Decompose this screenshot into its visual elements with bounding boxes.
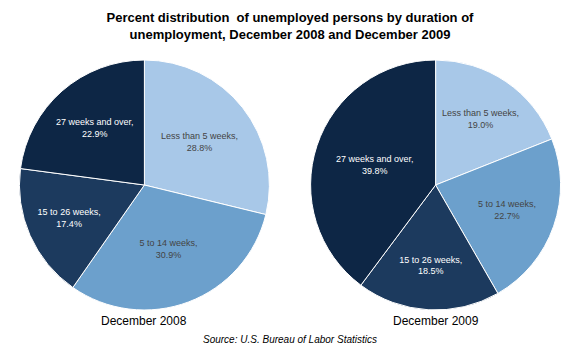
svg-text:Source: U.S. Bureau of Labor S: Source: U.S. Bureau of Labor Statistics [203, 334, 377, 345]
svg-text:27 weeks and over,22.9%: 27 weeks and over,22.9% [56, 117, 134, 139]
svg-text:December 2008: December 2008 [101, 314, 187, 328]
svg-text:27 weeks and over,39.8%: 27 weeks and over,39.8% [336, 154, 414, 176]
svg-text:5 to 14 weeks,22.7%: 5 to 14 weeks,22.7% [478, 199, 536, 221]
svg-text:Less than 5 weeks,28.8%: Less than 5 weeks,28.8% [161, 131, 238, 153]
svg-text:15 to 26 weeks,17.4%: 15 to 26 weeks,17.4% [38, 207, 101, 229]
svg-text:5 to 14 weeks,30.9%: 5 to 14 weeks,30.9% [140, 238, 198, 260]
svg-text:15 to 26 weeks,18.5%: 15 to 26 weeks,18.5% [399, 255, 462, 277]
svg-text:December 2009: December 2009 [393, 314, 479, 328]
svg-text:Less than 5 weeks,19.0%: Less than 5 weeks,19.0% [442, 108, 519, 130]
svg-text:Percent distribution of unemp: Percent distribution of unemployed perso… [107, 10, 475, 42]
